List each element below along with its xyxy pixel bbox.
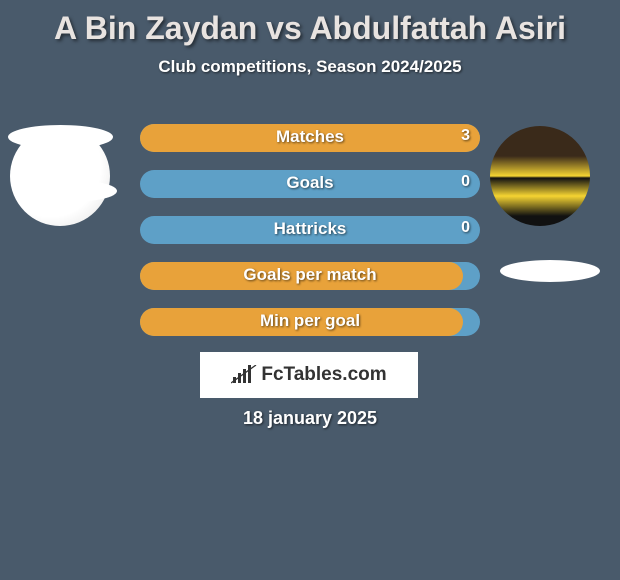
watermark-box: FcTables.com (200, 352, 418, 398)
player2-oval-1 (500, 260, 600, 282)
bar-label: Min per goal (260, 311, 360, 331)
bars-chart-icon (231, 365, 257, 385)
compare-bar-row: Matches 3 (140, 124, 480, 152)
subtitle: Club competitions, Season 2024/2025 (0, 57, 620, 77)
player2-avatar (490, 126, 590, 226)
bar-label: Hattricks (274, 219, 347, 239)
compare-bar-row: Min per goal (140, 308, 480, 336)
player1-oval-1 (8, 125, 113, 149)
date-text: 18 january 2025 (0, 408, 620, 429)
compare-bar-row: Goals 0 (140, 170, 480, 198)
bar-label: Goals (286, 173, 333, 193)
page-title: A Bin Zaydan vs Abdulfattah Asiri (0, 0, 620, 47)
bar-value-right: 0 (461, 173, 470, 191)
bar-value-right: 3 (461, 127, 470, 145)
bar-label: Matches (276, 127, 344, 147)
watermark-text: FcTables.com (261, 364, 386, 386)
compare-bars: Matches 3 Goals 0 Hattricks 0 Goals per match M… (140, 124, 480, 336)
player1-oval-2 (22, 180, 117, 202)
compare-bar-row: Hattricks 0 (140, 216, 480, 244)
compare-bar-row: Goals per match (140, 262, 480, 290)
bar-value-right: 0 (461, 219, 470, 237)
bar-label: Goals per match (243, 265, 376, 285)
